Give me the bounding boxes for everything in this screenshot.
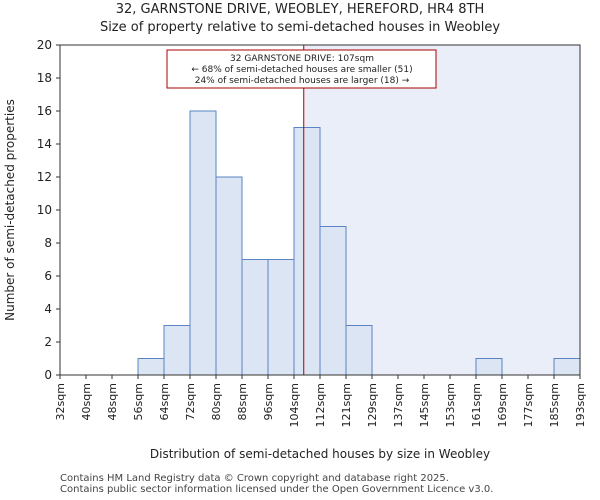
- y-tick-label: 16: [37, 104, 52, 118]
- x-tick-label: 169sqm: [496, 383, 509, 427]
- x-tick-label: 80sqm: [210, 383, 223, 420]
- x-tick-label: 185sqm: [548, 383, 561, 427]
- annotation-border: [166, 49, 437, 89]
- y-axis-label: Number of semi-detached properties: [3, 99, 17, 321]
- x-axis-label: Distribution of semi-detached houses by …: [150, 447, 490, 461]
- x-tick-label: 121sqm: [340, 383, 353, 427]
- y-axis-ticks: 0 2 4 6 8 10 12 14 16 18 20: [37, 38, 60, 382]
- bar-161sqm: [475, 358, 503, 376]
- annotation-line-3: 24% of semi-detached houses are larger (…: [195, 76, 410, 86]
- x-tick-label: 153sqm: [444, 383, 457, 427]
- x-tick-label: 48sqm: [106, 383, 119, 420]
- x-tick-label: 193sqm: [574, 383, 587, 427]
- x-tick-label: 137sqm: [392, 383, 405, 427]
- highlight-region: [303, 45, 580, 375]
- bar-88sqm: [241, 259, 269, 376]
- bar-112sqm: [319, 226, 347, 376]
- x-tick-label: 104sqm: [288, 383, 301, 427]
- footer-line-2: Contains public sector information licen…: [60, 484, 494, 495]
- annotation-line-2: ← 68% of semi-detached houses are smalle…: [191, 65, 412, 75]
- x-axis-ticks: 32sqm 40sqm 48sqm 56sqm 64sqm 72sqm 80sqm 88sqm…: [54, 375, 587, 427]
- x-tick-label: 64sqm: [158, 383, 171, 420]
- bar-96sqm: [267, 259, 295, 376]
- x-tick-label: 129sqm: [366, 383, 379, 427]
- bar-104sqm: [293, 127, 321, 376]
- annotation-box: 32 GARNSTONE DRIVE: 107sqm ← 68% of semi…: [166, 49, 437, 89]
- chart-title: 32, GARNSTONE DRIVE, WEOBLEY, HEREFORD, …: [115, 2, 485, 17]
- x-tick-label: 161sqm: [470, 383, 483, 427]
- plot-frame: [59, 44, 581, 376]
- y-tick-label: 10: [37, 203, 52, 217]
- chart-subtitle: Size of property relative to semi-detach…: [99, 20, 501, 35]
- y-tick-label: 0: [44, 368, 52, 382]
- y-tick-label: 20: [37, 38, 52, 52]
- x-tick-label: 32sqm: [54, 383, 67, 420]
- histogram-chart: 0 2 4 6 8 10 12 14 16 18 20 32sqm 40sqm 48sqm 56sqm 64…: [3, 38, 587, 461]
- bar-121sqm: [345, 325, 373, 376]
- y-tick-label: 12: [37, 170, 52, 184]
- y-tick-label: 18: [37, 71, 52, 85]
- x-tick-label: 72sqm: [184, 383, 197, 420]
- y-tick-label: 14: [37, 137, 52, 151]
- bar-80sqm: [215, 176, 243, 376]
- bar-64sqm: [163, 325, 191, 376]
- y-tick-label: 4: [44, 302, 52, 316]
- bar-56sqm: [137, 358, 165, 376]
- footer-line-1: Contains HM Land Registry data © Crown c…: [60, 473, 449, 484]
- annotation-line-1: 32 GARNSTONE DRIVE: 107sqm: [230, 54, 374, 64]
- y-tick-label: 6: [44, 269, 52, 283]
- x-tick-label: 112sqm: [314, 383, 327, 427]
- y-tick-label: 8: [44, 236, 52, 250]
- bar-72sqm: [189, 110, 217, 376]
- x-tick-label: 96sqm: [262, 383, 275, 420]
- x-tick-label: 145sqm: [418, 383, 431, 427]
- bar-185sqm: [553, 358, 581, 376]
- x-tick-label: 56sqm: [132, 383, 145, 420]
- bar-group: [137, 110, 581, 376]
- x-tick-label: 177sqm: [522, 383, 535, 427]
- y-tick-label: 2: [44, 335, 52, 349]
- x-tick-label: 88sqm: [236, 383, 249, 420]
- x-tick-label: 40sqm: [80, 383, 93, 420]
